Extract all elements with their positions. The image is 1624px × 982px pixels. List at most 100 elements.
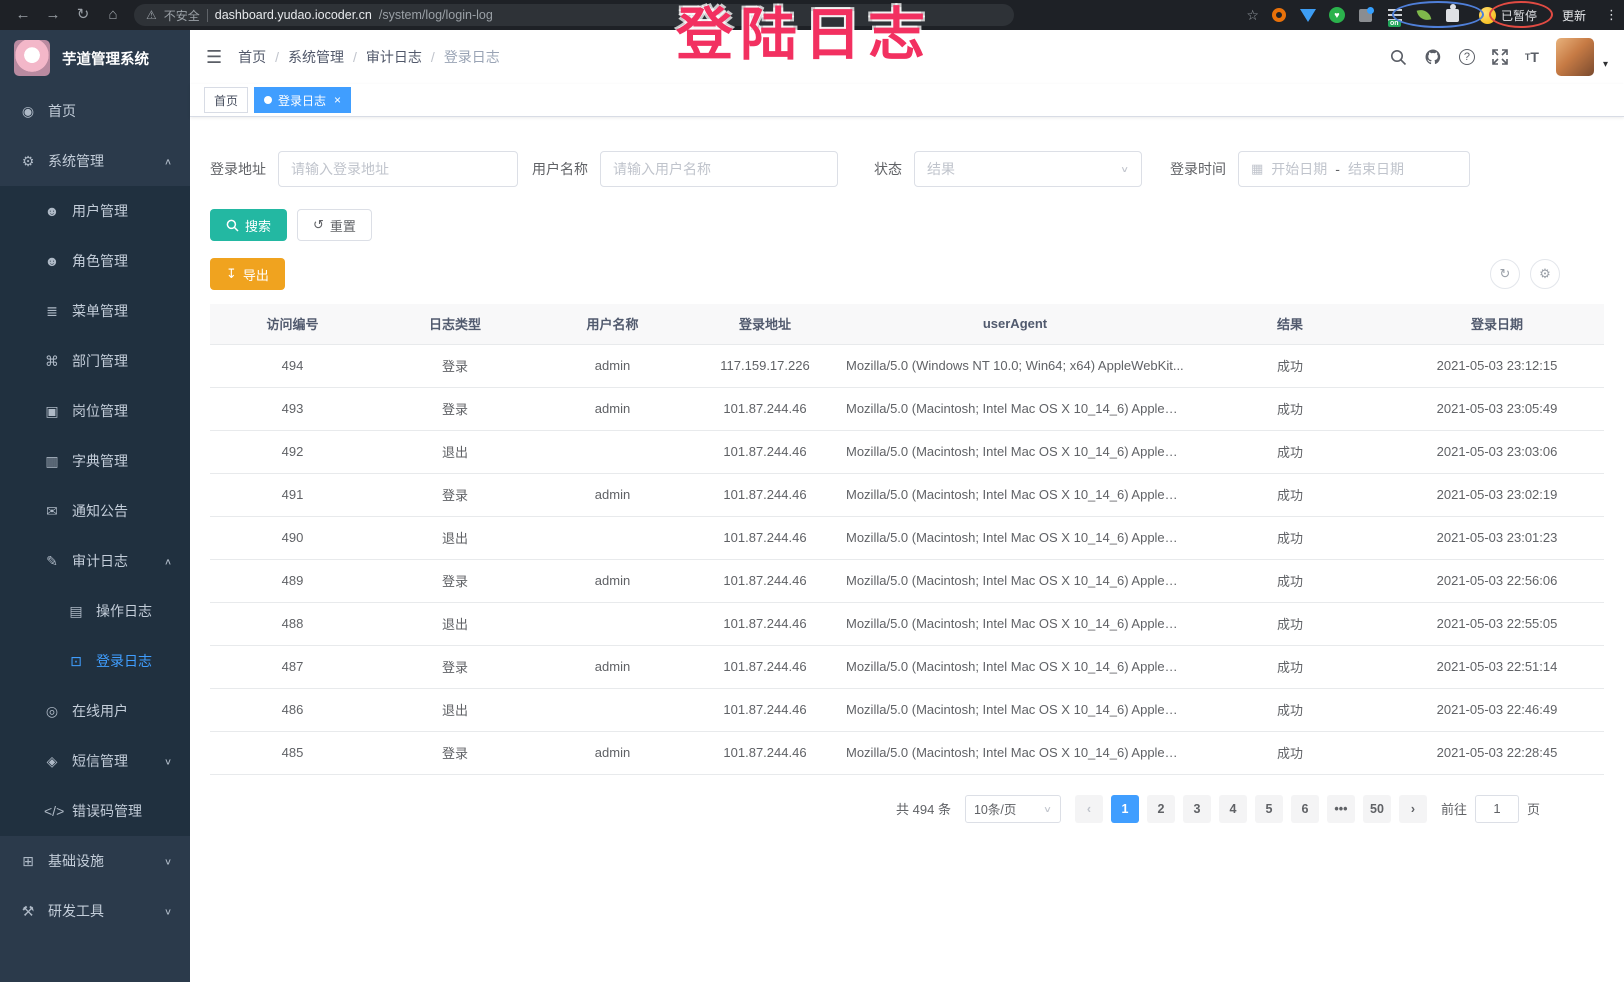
extension-orange-icon[interactable]: [1270, 6, 1288, 24]
browser-toolbar: ← → ↻ ⌂ ⚠ 不安全 dashboard.yudao.iocoder.cn…: [0, 0, 1624, 30]
page-button-1[interactable]: 1: [1110, 794, 1139, 823]
refresh-button[interactable]: ↻: [1490, 259, 1520, 289]
table-row: 492 退出 101.87.244.46 Mozilla/5.0 (Macintosh…: [210, 430, 1604, 474]
page-button-4[interactable]: 4: [1218, 794, 1247, 823]
home-icon[interactable]: ⌂: [108, 6, 118, 23]
table-cell: Mozilla/5.0 (Macintosh; Intel Mac OS X 1…: [840, 731, 1190, 775]
audit-icon: ✎: [46, 552, 58, 569]
extensions-puzzle-icon[interactable]: [1444, 6, 1462, 24]
table-cell: 491: [210, 473, 375, 517]
sidebar-item-基础设施[interactable]: ⊞ 基础设施 ∨: [0, 836, 190, 886]
sidebar-item-登录日志[interactable]: ⊡ 登录日志: [0, 636, 190, 686]
sidebar-item-部门管理[interactable]: ⌘ 部门管理: [0, 336, 190, 386]
table-cell: 成功: [1190, 516, 1390, 560]
fullscreen-icon[interactable]: [1492, 49, 1508, 65]
breadcrumb-item[interactable]: 系统管理: [288, 49, 345, 65]
page-button-3[interactable]: 3: [1182, 794, 1211, 823]
sidebar-item-首页[interactable]: ◉ 首页: [0, 86, 190, 136]
tab-label: 首页: [214, 93, 239, 108]
page-button-50[interactable]: 50: [1362, 794, 1391, 823]
search-button[interactable]: 搜索: [210, 209, 288, 241]
sidebar-item-岗位管理[interactable]: ▣ 岗位管理: [0, 386, 190, 436]
table-cell: 成功: [1190, 731, 1390, 775]
sidebar-item-短信管理[interactable]: ◈ 短信管理 ∨: [0, 736, 190, 786]
search-icon[interactable]: [1390, 49, 1407, 66]
username-input[interactable]: 请输入用户名称: [600, 151, 838, 187]
export-button[interactable]: ↧ 导出: [210, 258, 285, 290]
username-placeholder: 请输入用户名称: [613, 161, 711, 177]
reload-icon[interactable]: ↻: [76, 6, 90, 23]
forward-icon[interactable]: →: [45, 6, 61, 23]
table-row: 488 退出 101.87.244.46 Mozilla/5.0 (Macintosh…: [210, 602, 1604, 646]
collapse-menu-icon[interactable]: ☰: [206, 46, 223, 67]
sidebar-item-label: 用户管理: [72, 203, 128, 219]
help-icon[interactable]: ?: [1458, 49, 1475, 65]
sidebar-item-操作日志[interactable]: ▤ 操作日志: [0, 586, 190, 636]
paused-label: 已暂停: [1500, 8, 1537, 23]
table-cell: Mozilla/5.0 (Macintosh; Intel Mac OS X 1…: [840, 473, 1190, 517]
page-button-2[interactable]: 2: [1146, 794, 1175, 823]
user-avatar[interactable]: [1555, 38, 1594, 76]
sidebar-item-在线用户[interactable]: ◎ 在线用户: [0, 686, 190, 736]
sidebar-item-菜单管理[interactable]: ≣ 菜单管理: [0, 286, 190, 336]
export-button-label: 导出: [242, 267, 269, 283]
page-ellipsis[interactable]: •••: [1326, 794, 1355, 823]
sidebar-item-研发工具[interactable]: ⚒ 研发工具 ∨: [0, 886, 190, 936]
tab-登录日志[interactable]: 登录日志 ×: [254, 87, 352, 113]
status-select[interactable]: 结果 ∨: [914, 151, 1142, 187]
chevron-down-icon: ∨: [163, 756, 172, 767]
sidebar-item-系统管理[interactable]: ⚙ 系统管理 ∧: [0, 136, 190, 186]
table-cell: 2021-05-03 22:55:05: [1390, 602, 1604, 646]
sidebar-item-字典管理[interactable]: ▥ 字典管理: [0, 436, 190, 486]
close-icon[interactable]: ×: [334, 93, 342, 107]
sidebar-item-错误码管理[interactable]: </> 错误码管理: [0, 786, 190, 836]
date-end-placeholder: 结束日期: [1347, 161, 1404, 177]
back-icon[interactable]: ←: [15, 6, 31, 23]
github-icon[interactable]: [1424, 48, 1442, 66]
next-page-button[interactable]: ›: [1398, 794, 1427, 823]
breadcrumb-item: 登录日志: [443, 49, 500, 65]
login-address-input[interactable]: 请输入登录地址: [278, 151, 518, 187]
breadcrumb: 首页 / 系统管理 / 审计日志 / 登录日志: [238, 47, 500, 67]
profile-chip[interactable]: 已暂停: [1473, 6, 1543, 24]
reset-button-label: 重置: [329, 218, 356, 234]
bookmark-star-icon[interactable]: ☆: [1246, 6, 1259, 23]
browser-menu-icon[interactable]: ⋮: [1605, 7, 1618, 22]
update-button[interactable]: 更新: [1561, 8, 1586, 23]
chevron-down-icon: ∨: [1043, 803, 1052, 814]
breadcrumb-item[interactable]: 审计日志: [365, 49, 422, 65]
table-cell: 489: [210, 559, 375, 603]
table-cell: 成功: [1190, 430, 1390, 474]
table-cell: Mozilla/5.0 (Windows NT 10.0; Win64; x64…: [840, 344, 1190, 388]
sidebar-item-label: 角色管理: [72, 253, 128, 269]
tab-首页[interactable]: 首页: [204, 87, 249, 113]
extension-heart-icon[interactable]: ♥: [1328, 6, 1346, 24]
breadcrumb-item[interactable]: 首页: [238, 49, 267, 65]
login-time-label: 登录时间: [1170, 161, 1226, 177]
extension-grid-icon[interactable]: [1357, 6, 1375, 24]
table-cell: 101.87.244.46: [690, 473, 840, 517]
goto-page-input[interactable]: 1: [1474, 794, 1519, 823]
extension-gem-icon[interactable]: [1299, 6, 1317, 24]
sidebar-item-label: 审计日志: [72, 553, 128, 569]
table-cell: 登录: [375, 387, 535, 431]
sidebar-logo[interactable]: 芋道管理系统: [0, 30, 190, 86]
sidebar-item-审计日志[interactable]: ✎ 审计日志 ∧: [0, 536, 190, 586]
page-button-5[interactable]: 5: [1254, 794, 1283, 823]
infra-icon: ⊞: [22, 852, 34, 869]
sidebar-item-用户管理[interactable]: ☻ 用户管理: [0, 186, 190, 236]
address-bar[interactable]: ⚠ 不安全 dashboard.yudao.iocoder.cn /system…: [134, 4, 1014, 26]
sidebar-item-通知公告[interactable]: ✉ 通知公告: [0, 486, 190, 536]
reset-button[interactable]: ↺ 重置: [297, 209, 372, 241]
extension-list-icon[interactable]: on: [1386, 6, 1404, 27]
date-range-picker[interactable]: ▦ 开始日期 - 结束日期: [1238, 151, 1470, 187]
prev-page-button[interactable]: ‹: [1074, 794, 1103, 823]
column-settings-button[interactable]: ⚙: [1530, 259, 1560, 289]
page-button-6[interactable]: 6: [1290, 794, 1319, 823]
page-size-select[interactable]: 10条/页 ∨: [964, 794, 1061, 823]
sidebar-item-角色管理[interactable]: ☻ 角色管理: [0, 236, 190, 286]
role-icon: ☻: [44, 253, 60, 269]
extension-leaf-icon[interactable]: [1415, 6, 1433, 24]
tags-view-bar: 首页 登录日志 ×: [190, 84, 1624, 117]
